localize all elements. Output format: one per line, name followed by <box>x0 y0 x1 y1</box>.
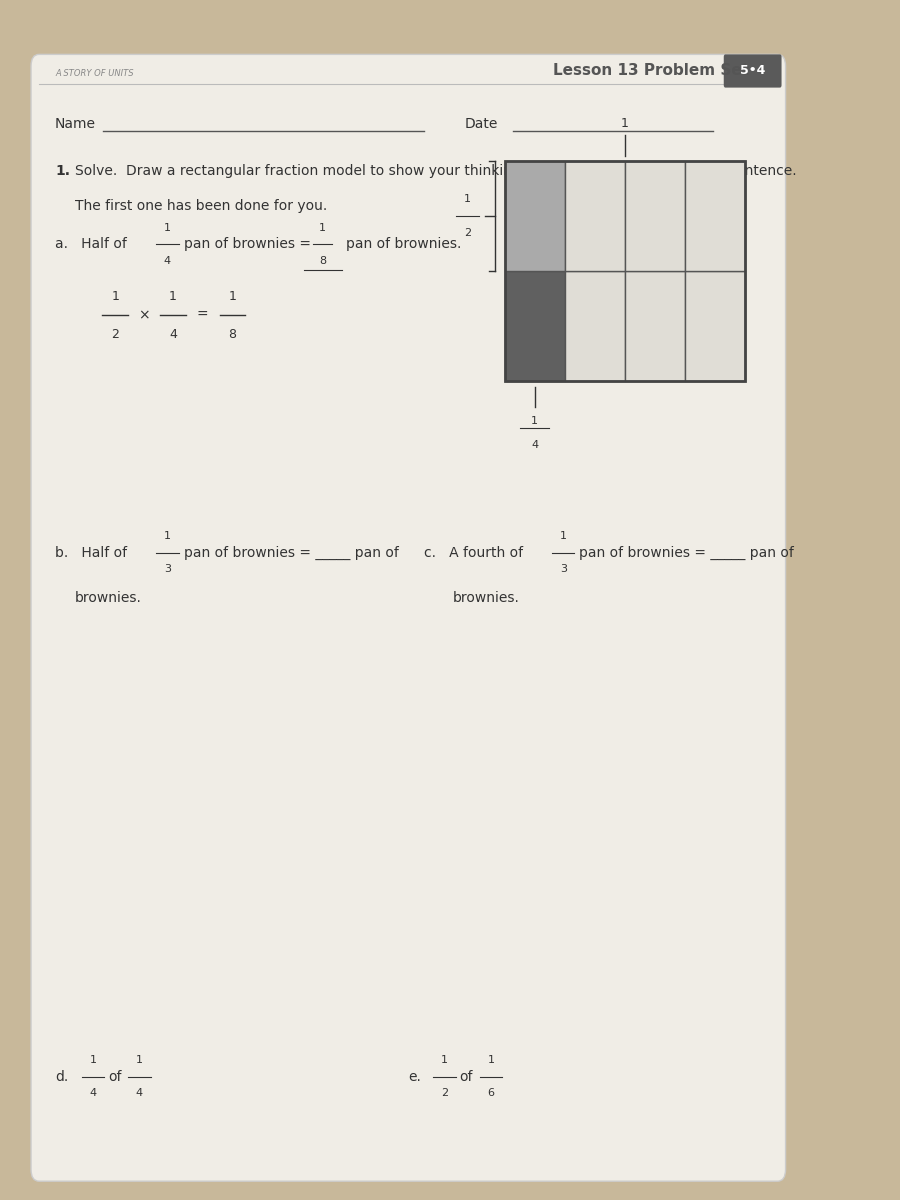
Text: 8: 8 <box>229 328 237 341</box>
Text: of: of <box>108 1070 122 1084</box>
Text: 3: 3 <box>560 564 567 574</box>
FancyBboxPatch shape <box>31 54 786 1181</box>
Bar <box>505 161 745 380</box>
Text: b.   Half of: b. Half of <box>55 546 127 559</box>
Text: c.   A fourth of: c. A fourth of <box>424 546 524 559</box>
Text: The first one has been done for you.: The first one has been done for you. <box>76 199 328 214</box>
Text: pan of brownies.: pan of brownies. <box>346 238 461 251</box>
Text: 4: 4 <box>169 328 177 341</box>
Text: Lesson 13 Problem Set: Lesson 13 Problem Set <box>553 64 749 78</box>
Text: 4: 4 <box>89 1088 96 1098</box>
Text: 1: 1 <box>531 416 538 426</box>
Text: brownies.: brownies. <box>76 590 142 605</box>
Text: ×: × <box>139 308 150 323</box>
Text: of: of <box>460 1070 473 1084</box>
Text: 2: 2 <box>441 1088 448 1098</box>
Bar <box>625 161 685 271</box>
Text: e.: e. <box>409 1070 421 1084</box>
Text: brownies.: brownies. <box>453 590 519 605</box>
Text: d.: d. <box>55 1070 68 1084</box>
Text: Date: Date <box>464 118 498 132</box>
Text: 1: 1 <box>164 222 171 233</box>
Bar <box>565 161 625 271</box>
Text: 4: 4 <box>164 256 171 265</box>
Text: 8: 8 <box>319 256 326 265</box>
Text: 1: 1 <box>169 290 177 302</box>
Text: 3: 3 <box>164 564 171 574</box>
Text: A STORY OF UNITS: A STORY OF UNITS <box>55 70 134 78</box>
Bar <box>505 271 565 380</box>
Text: 1: 1 <box>136 1055 143 1066</box>
Text: 4: 4 <box>531 440 538 450</box>
Text: 1: 1 <box>229 290 237 302</box>
Text: Solve.  Draw a rectangular fraction model to show your thinking.  Then, write a : Solve. Draw a rectangular fraction model… <box>76 163 797 178</box>
Text: 6: 6 <box>488 1088 494 1098</box>
Bar <box>625 271 685 380</box>
Text: 4: 4 <box>136 1088 143 1098</box>
Text: =: = <box>196 308 208 323</box>
Text: Name: Name <box>55 118 96 132</box>
Text: 1: 1 <box>319 222 326 233</box>
Text: pan of brownies = _____ pan of: pan of brownies = _____ pan of <box>184 546 399 559</box>
Text: 1: 1 <box>112 290 119 302</box>
Text: 1: 1 <box>164 530 171 541</box>
FancyBboxPatch shape <box>724 54 781 88</box>
Bar <box>565 271 625 380</box>
Text: pan of brownies = _____ pan of: pan of brownies = _____ pan of <box>580 546 794 559</box>
Text: 2: 2 <box>464 228 472 238</box>
Text: 5•4: 5•4 <box>740 65 765 78</box>
Text: 1: 1 <box>89 1055 96 1066</box>
Text: pan of brownies =: pan of brownies = <box>184 238 310 251</box>
Bar <box>685 161 745 271</box>
Text: a.   Half of: a. Half of <box>55 238 127 251</box>
Text: 1: 1 <box>621 118 629 131</box>
Text: 1.: 1. <box>55 163 70 178</box>
Bar <box>505 161 565 271</box>
Text: 2: 2 <box>112 328 119 341</box>
Text: 1: 1 <box>441 1055 448 1066</box>
Bar <box>685 271 745 380</box>
Text: 1: 1 <box>464 194 472 204</box>
Text: 1: 1 <box>488 1055 494 1066</box>
Text: 1: 1 <box>560 530 567 541</box>
